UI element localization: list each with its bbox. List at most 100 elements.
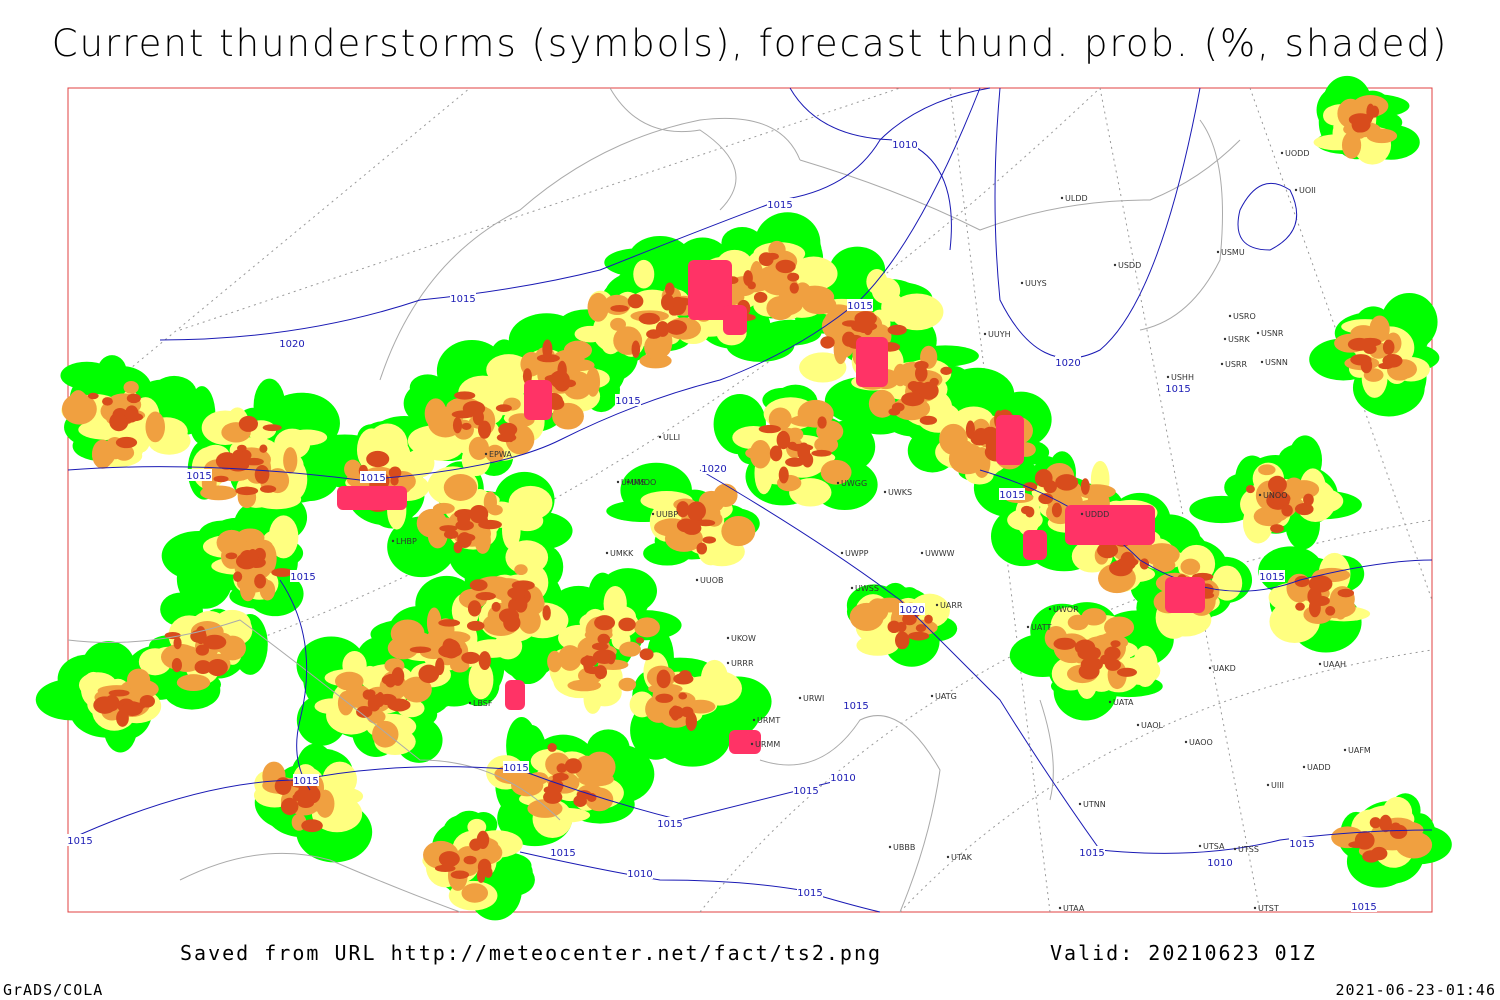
station-dot: [1208, 666, 1212, 670]
station-label: UADD: [1307, 763, 1331, 772]
shading-cell: [475, 592, 496, 601]
shading-cell: [841, 320, 860, 327]
station-label: UKOW: [731, 634, 756, 643]
coastline: [1139, 119, 1223, 331]
shading-cell: [466, 620, 485, 631]
isobar-label: 1015: [290, 572, 315, 583]
station-dot: [468, 701, 472, 705]
shading-cell: [787, 441, 798, 450]
shading-cell: [454, 391, 476, 400]
shading-cell: [603, 586, 627, 622]
shading-cell: [442, 638, 457, 653]
station-label: USDD: [1118, 261, 1141, 270]
storm-symbols: [337, 260, 1205, 754]
shading-cell: [556, 763, 567, 774]
storm-symbol: [1065, 505, 1155, 545]
isobar-label-box: [830, 771, 856, 783]
shading-cell: [676, 501, 690, 518]
station-dot: [1220, 362, 1224, 366]
shading-cell: [326, 787, 364, 805]
shading-cell: [233, 571, 243, 582]
shading-cell: [1097, 542, 1119, 559]
shading-cell: [1389, 824, 1408, 839]
shading-cell: [940, 366, 953, 375]
shading-cell: [618, 677, 637, 692]
isobar-label: 1015: [793, 786, 818, 797]
station-label: UTSA: [1203, 842, 1225, 851]
isobar-label-box: [1079, 846, 1105, 858]
shading-cell: [511, 580, 535, 591]
shading-cell: [476, 868, 486, 883]
shading-cell: [195, 644, 209, 656]
isobar-label-box: [186, 469, 212, 481]
storm-symbol: [505, 680, 525, 710]
station-dot: [1318, 662, 1322, 666]
station-label: ULDD: [1065, 194, 1088, 203]
storm-symbol: [337, 486, 407, 510]
station-label: URMM: [755, 740, 780, 749]
shading-cell: [1055, 474, 1079, 491]
shading-cell: [1379, 814, 1392, 833]
shading-cell: [87, 392, 99, 400]
isobar-label-box: [797, 886, 823, 898]
shading-cell: [618, 617, 636, 632]
station-label: USNN: [1265, 358, 1288, 367]
shading-cell: [619, 641, 641, 657]
shading-cell: [102, 397, 113, 406]
storm-symbol: [688, 260, 732, 320]
shading-cell: [126, 393, 141, 404]
shading-cell: [104, 694, 120, 712]
isobar-label-box: [767, 198, 793, 210]
shading-cell: [301, 819, 323, 833]
station-dot: [1026, 625, 1030, 629]
shading-cell: [633, 259, 655, 289]
isobar-label: 1010: [627, 869, 652, 880]
shading-cell: [1080, 657, 1103, 672]
shading-cell: [820, 336, 835, 349]
shading-cell: [1258, 464, 1276, 476]
shading-cell: [475, 576, 514, 594]
station-dot: [1223, 337, 1227, 341]
isobar-label: 1020: [701, 464, 726, 475]
isobar-label: 1015: [550, 848, 575, 859]
shading-cell: [873, 597, 906, 613]
shading-cell: [631, 340, 641, 358]
station-label: UUYS: [1025, 279, 1047, 288]
shading-cell: [238, 415, 258, 432]
station-dot: [750, 742, 754, 746]
station-dot: [1260, 360, 1264, 364]
station-label: UUBP: [656, 510, 678, 519]
shading-cell: [390, 619, 425, 648]
storm-symbol: [1165, 577, 1205, 613]
station-dot: [1048, 607, 1052, 611]
isobar-label-box: [999, 488, 1025, 500]
shading-cell: [1351, 116, 1371, 133]
shading-cell: [1395, 831, 1433, 859]
shading-cell: [787, 272, 800, 282]
shading-cell: [247, 549, 259, 564]
shading-cell: [92, 440, 116, 467]
station-dot: [1233, 847, 1237, 851]
shading-cell: [680, 706, 694, 718]
shading-cell: [1325, 606, 1336, 616]
shading-cell: [498, 608, 520, 624]
shading-cell: [888, 408, 901, 416]
shading-cell: [797, 442, 811, 461]
shading-cell: [799, 352, 847, 383]
station-dot: [850, 586, 854, 590]
shading-cell: [469, 838, 482, 851]
isobar-label: 1015: [293, 776, 318, 787]
station-label: UAAH: [1323, 660, 1346, 669]
shading-cell: [591, 642, 609, 651]
shading-cell: [1092, 647, 1101, 657]
isobar-label: 1015: [767, 200, 792, 211]
shading-cell: [789, 414, 825, 427]
shading-cell: [443, 473, 478, 501]
isobar-label: 1015: [503, 763, 528, 774]
station-dot: [1020, 281, 1024, 285]
station-label: UMOO: [631, 478, 656, 487]
storm-symbol: [1023, 530, 1047, 560]
isobar-label: 1015: [847, 301, 872, 312]
